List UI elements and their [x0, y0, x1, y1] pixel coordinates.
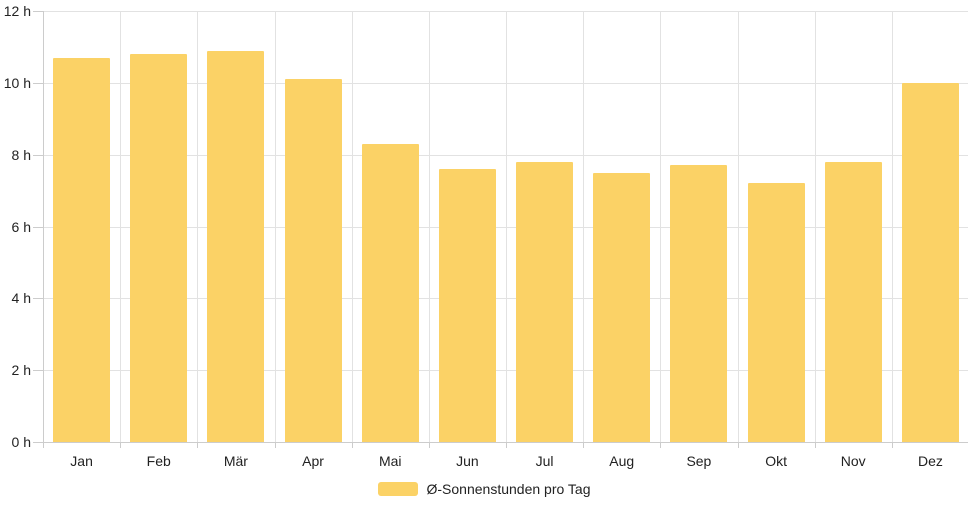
x-category-label: Okt [765, 453, 787, 469]
y-tick-label: 4 h [11, 290, 31, 307]
bar-jul[interactable] [516, 161, 574, 442]
y-tick-label: 10 h [3, 74, 31, 91]
v-gridline [660, 11, 662, 442]
x-category-label: Mai [378, 453, 402, 469]
bar-jan[interactable] [53, 57, 111, 442]
bar-apr[interactable] [284, 79, 342, 442]
y-tick-mark [33, 82, 43, 84]
v-gridline [814, 11, 816, 442]
y-tick-label: 8 h [11, 146, 31, 163]
v-gridline [891, 11, 893, 442]
x-category-label: Sep [686, 453, 712, 469]
v-gridline [351, 11, 353, 442]
legend-swatch [377, 482, 418, 496]
v-gridline [428, 11, 430, 442]
v-gridline [737, 11, 739, 442]
x-tick-mark [506, 443, 507, 448]
y-tick-mark [33, 154, 43, 156]
bar-jun[interactable] [438, 169, 496, 442]
y-tick-mark [33, 298, 43, 300]
h-gridline [43, 154, 968, 156]
bar-okt[interactable] [747, 183, 805, 442]
bar-mär[interactable] [207, 50, 265, 442]
y-tick-label: 2 h [11, 362, 31, 379]
x-tick-mark [428, 443, 430, 448]
x-tick-mark [737, 443, 739, 448]
h-gridline [43, 82, 968, 84]
x-category-label: Jul [535, 453, 554, 469]
x-tick-mark [583, 443, 585, 448]
legend[interactable]: Ø-Sonnenstunden pro Tag [0, 480, 968, 498]
x-tick-mark [891, 443, 893, 448]
y-tick-mark [33, 11, 43, 12]
v-gridline [583, 11, 585, 442]
v-gridline [197, 11, 199, 442]
x-tick-mark [660, 443, 662, 448]
y-tick-label: 12 h [3, 3, 31, 19]
x-category-label: Feb [146, 453, 171, 469]
h-gridline [43, 298, 968, 300]
y-axis-line [43, 11, 44, 442]
x-tick-mark [197, 443, 199, 448]
h-gridline [43, 370, 968, 372]
y-tick-mark [33, 226, 43, 228]
x-category-label: Apr [302, 453, 324, 469]
bar-nov[interactable] [824, 161, 882, 442]
x-tick-mark [120, 443, 122, 448]
y-tick-label: 6 h [11, 218, 31, 235]
bar-dez[interactable] [901, 82, 959, 442]
v-gridline [274, 11, 276, 442]
x-category-label: Jan [70, 453, 93, 469]
h-gridline [43, 11, 968, 12]
y-tick-mark [33, 442, 43, 443]
y-tick-label: 0 h [11, 434, 31, 450]
v-gridline [120, 11, 122, 442]
x-tick-mark [43, 443, 44, 448]
y-tick-mark [33, 370, 43, 372]
v-gridline [506, 11, 507, 442]
x-tick-mark [814, 443, 816, 448]
x-axis-line [43, 442, 968, 443]
h-gridline [43, 226, 968, 228]
bar-mai[interactable] [361, 143, 419, 442]
legend-label: Ø-Sonnenstunden pro Tag [426, 481, 591, 497]
x-category-label: Nov [840, 453, 866, 469]
x-category-label: Mär [223, 453, 248, 469]
bar-feb[interactable] [130, 54, 188, 442]
x-tick-mark [274, 443, 276, 448]
x-tick-mark [351, 443, 353, 448]
x-category-label: Jun [456, 453, 479, 469]
bar-aug[interactable] [593, 172, 651, 442]
bar-sep[interactable] [670, 165, 728, 442]
x-category-label: Dez [917, 453, 943, 469]
x-category-label: Aug [609, 453, 635, 469]
